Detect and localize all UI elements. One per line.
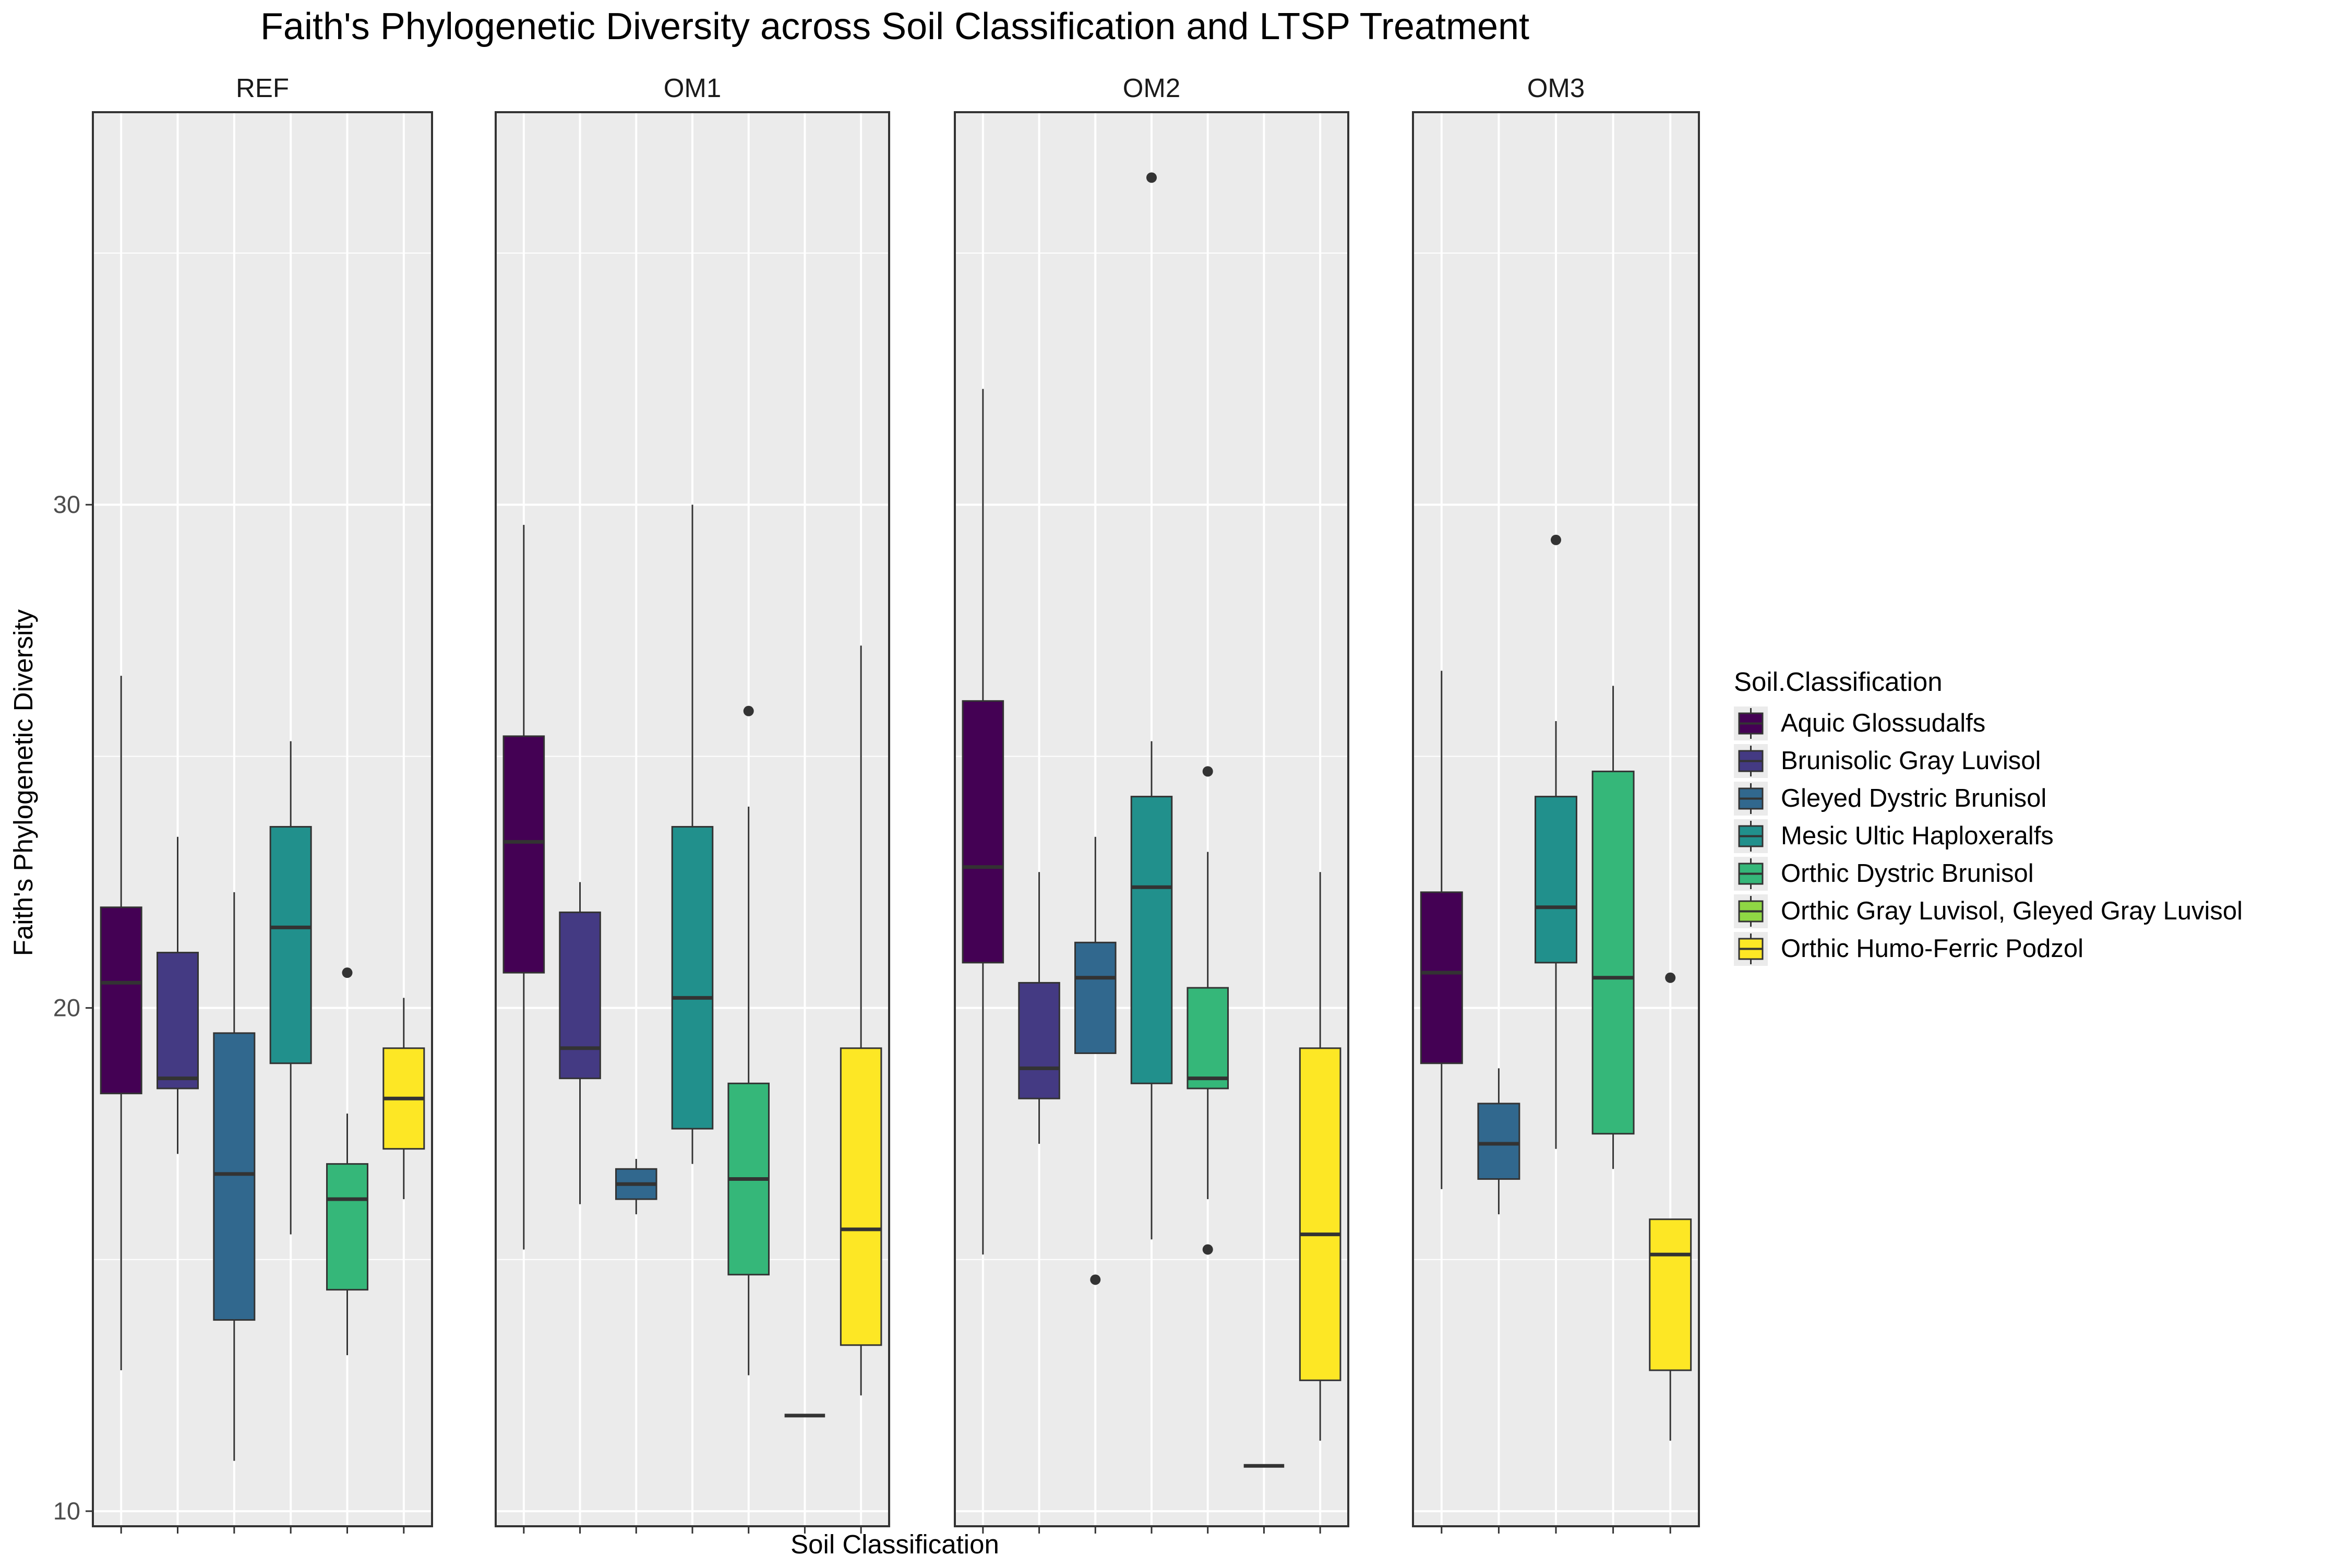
boxplot-orthic-dystric-brunisol bbox=[326, 967, 368, 1356]
legend-label: Orthic Humo-Ferric Podzol bbox=[1781, 935, 2083, 963]
legend-label: Orthic Gray Luvisol, Gleyed Gray Luvisol bbox=[1781, 897, 2243, 925]
box-body bbox=[1477, 1103, 1520, 1180]
boxplot-aquic-glossudalfs bbox=[100, 676, 142, 1371]
legend-entry: Orthic Gray Luvisol, Gleyed Gray Luvisol bbox=[1734, 894, 2243, 928]
legend: Soil.Classification Aquic Glossudalfs Bru… bbox=[1734, 667, 2243, 966]
boxplot-mesic-ultic-haploxeralfs bbox=[671, 505, 714, 1164]
panel-border bbox=[92, 111, 433, 1527]
y-axis-label: Faith's Phylogenetic Diversity bbox=[8, 609, 38, 956]
boxplot-gleyed-dystric-brunisol bbox=[1477, 1068, 1520, 1215]
box-body bbox=[100, 906, 142, 1095]
outlier-point bbox=[743, 705, 754, 716]
legend-entry: Brunisolic Gray Luvisol bbox=[1734, 744, 2041, 778]
box-body bbox=[1130, 796, 1173, 1084]
outlier-point bbox=[342, 967, 353, 978]
box-body bbox=[1535, 796, 1577, 964]
facet-panels: REF OM1 OM2 OM3 bbox=[92, 73, 1700, 1534]
box-body bbox=[1074, 941, 1117, 1054]
facet-panel-om1: OM1 bbox=[495, 73, 890, 1534]
box-body bbox=[157, 952, 199, 1090]
y-tick-label: 10 bbox=[53, 1497, 80, 1525]
outlier-point bbox=[1090, 1274, 1101, 1285]
boxplot-aquic-glossudalfs bbox=[1420, 671, 1463, 1189]
boxplot-orthic-humo-ferric-podzol bbox=[840, 645, 882, 1396]
legend-entry: Orthic Dystric Brunisol bbox=[1734, 857, 2034, 891]
y-axis: 10 20 30 bbox=[53, 490, 93, 1525]
y-tick-label: 20 bbox=[53, 994, 80, 1022]
outlier-point bbox=[1146, 172, 1157, 183]
boxplot-gleyed-dystric-brunisol bbox=[1074, 836, 1117, 1285]
legend-label: Gleyed Dystric Brunisol bbox=[1781, 784, 2046, 812]
facet-label: OM2 bbox=[1123, 73, 1181, 103]
boxplot-brunisolic-gray-luvisol bbox=[157, 836, 199, 1154]
legend-label: Brunisolic Gray Luvisol bbox=[1781, 747, 2041, 775]
boxplot-mesic-ultic-haploxeralfs bbox=[269, 741, 312, 1235]
legend-label: Aquic Glossudalfs bbox=[1781, 709, 1985, 737]
legend-entry: Aquic Glossudalfs bbox=[1734, 707, 1985, 740]
box-body bbox=[1187, 987, 1229, 1090]
facet-panel-om2: OM2 bbox=[954, 73, 1349, 1534]
facet-panel-ref: REF bbox=[92, 73, 433, 1534]
legend-entry: Orthic Humo-Ferric Podzol bbox=[1734, 932, 2083, 966]
facet-panel-om3: OM3 bbox=[1412, 73, 1700, 1534]
outlier-point bbox=[1202, 766, 1213, 777]
boxplot-orthic-dystric-brunisol bbox=[1591, 686, 1635, 1169]
y-tick-label: 30 bbox=[53, 490, 80, 518]
boxplot-brunisolic-gray-luvisol bbox=[559, 882, 601, 1204]
outlier-point bbox=[1202, 1244, 1213, 1255]
boxplot-orthic-humo-ferric-podzol bbox=[382, 998, 425, 1200]
box-body bbox=[1649, 1218, 1692, 1371]
outlier-point bbox=[1551, 534, 1561, 545]
facet-label: OM1 bbox=[664, 73, 722, 103]
box-body bbox=[1420, 891, 1463, 1064]
box-body bbox=[269, 825, 312, 1064]
box-body bbox=[671, 825, 714, 1130]
boxplot-orthic-dystric-brunisol bbox=[727, 705, 770, 1375]
boxplot-aquic-glossudalfs bbox=[962, 389, 1004, 1255]
facet-label: REF bbox=[236, 73, 289, 103]
box-body bbox=[840, 1047, 882, 1346]
boxplot-gleyed-dystric-brunisol bbox=[615, 1158, 657, 1215]
legend-label: Mesic Ultic Haploxeralfs bbox=[1781, 822, 2054, 850]
box-body bbox=[213, 1032, 256, 1321]
box-body bbox=[1018, 982, 1060, 1099]
box-body bbox=[1299, 1047, 1341, 1381]
box-body bbox=[962, 700, 1004, 964]
panel-background bbox=[93, 112, 432, 1526]
boxplot-brunisolic-gray-luvisol bbox=[1018, 872, 1060, 1144]
legend-entry: Mesic Ultic Haploxeralfs bbox=[1734, 819, 2054, 853]
box-body bbox=[326, 1163, 368, 1291]
boxplot-orthic-dystric-brunisol bbox=[1187, 766, 1229, 1255]
boxplot-mesic-ultic-haploxeralfs bbox=[1130, 172, 1173, 1240]
boxplot-orthic-humo-ferric-podzol bbox=[1649, 972, 1692, 1441]
legend-entry: Gleyed Dystric Brunisol bbox=[1734, 782, 2046, 816]
boxplot-aquic-glossudalfs bbox=[502, 524, 545, 1250]
chart-title: Faith's Phylogenetic Diversity across So… bbox=[260, 6, 1529, 47]
legend-title: Soil.Classification bbox=[1734, 667, 1943, 697]
outlier-point bbox=[1665, 972, 1676, 983]
boxplot-orthic-humo-ferric-podzol bbox=[1299, 872, 1341, 1441]
facet-label: OM3 bbox=[1527, 73, 1585, 103]
legend-label: Orthic Dystric Brunisol bbox=[1781, 859, 2034, 888]
boxplot-gleyed-dystric-brunisol bbox=[213, 892, 256, 1461]
boxplot-mesic-ultic-haploxeralfs bbox=[1535, 534, 1577, 1149]
box-body bbox=[559, 911, 601, 1080]
x-axis-label: Soil Classification bbox=[790, 1529, 999, 1559]
box-body bbox=[1591, 770, 1635, 1135]
box-body bbox=[502, 735, 545, 974]
